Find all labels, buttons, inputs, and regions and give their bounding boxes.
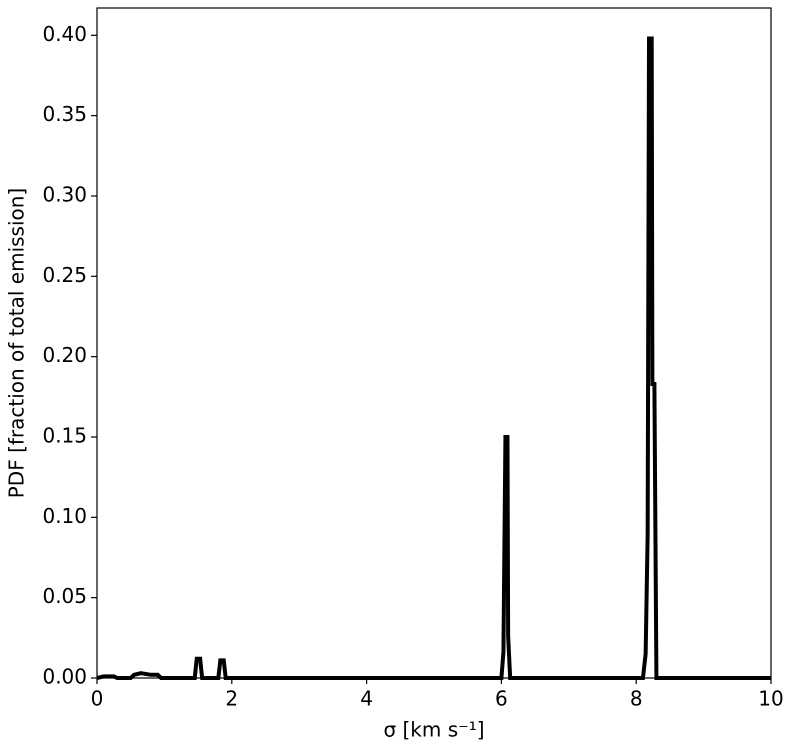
x-tick-label: 0 (91, 687, 104, 711)
y-tick-label: 0.05 (42, 584, 87, 608)
x-tick-label: 6 (495, 687, 508, 711)
y-tick-label: 0.00 (42, 665, 87, 689)
x-tick-label: 2 (225, 687, 238, 711)
y-tick-label: 0.30 (42, 182, 87, 206)
x-tick-label: 10 (758, 687, 783, 711)
plot-frame (96, 7, 772, 679)
y-tick-label: 0.10 (42, 504, 87, 528)
y-tick-label: 0.35 (42, 102, 87, 126)
y-tick-label: 0.40 (42, 22, 87, 46)
y-tick-label: 0.20 (42, 343, 87, 367)
x-tick-label: 8 (630, 687, 643, 711)
x-tick-label: 4 (360, 687, 373, 711)
y-tick-label: 0.15 (42, 423, 87, 447)
pdf-line (96, 36, 771, 680)
x-axis-label: σ [km s⁻¹] (383, 718, 484, 742)
y-axis-label: PDF [fraction of total emission] (5, 188, 29, 499)
y-tick-label: 0.25 (42, 263, 87, 287)
